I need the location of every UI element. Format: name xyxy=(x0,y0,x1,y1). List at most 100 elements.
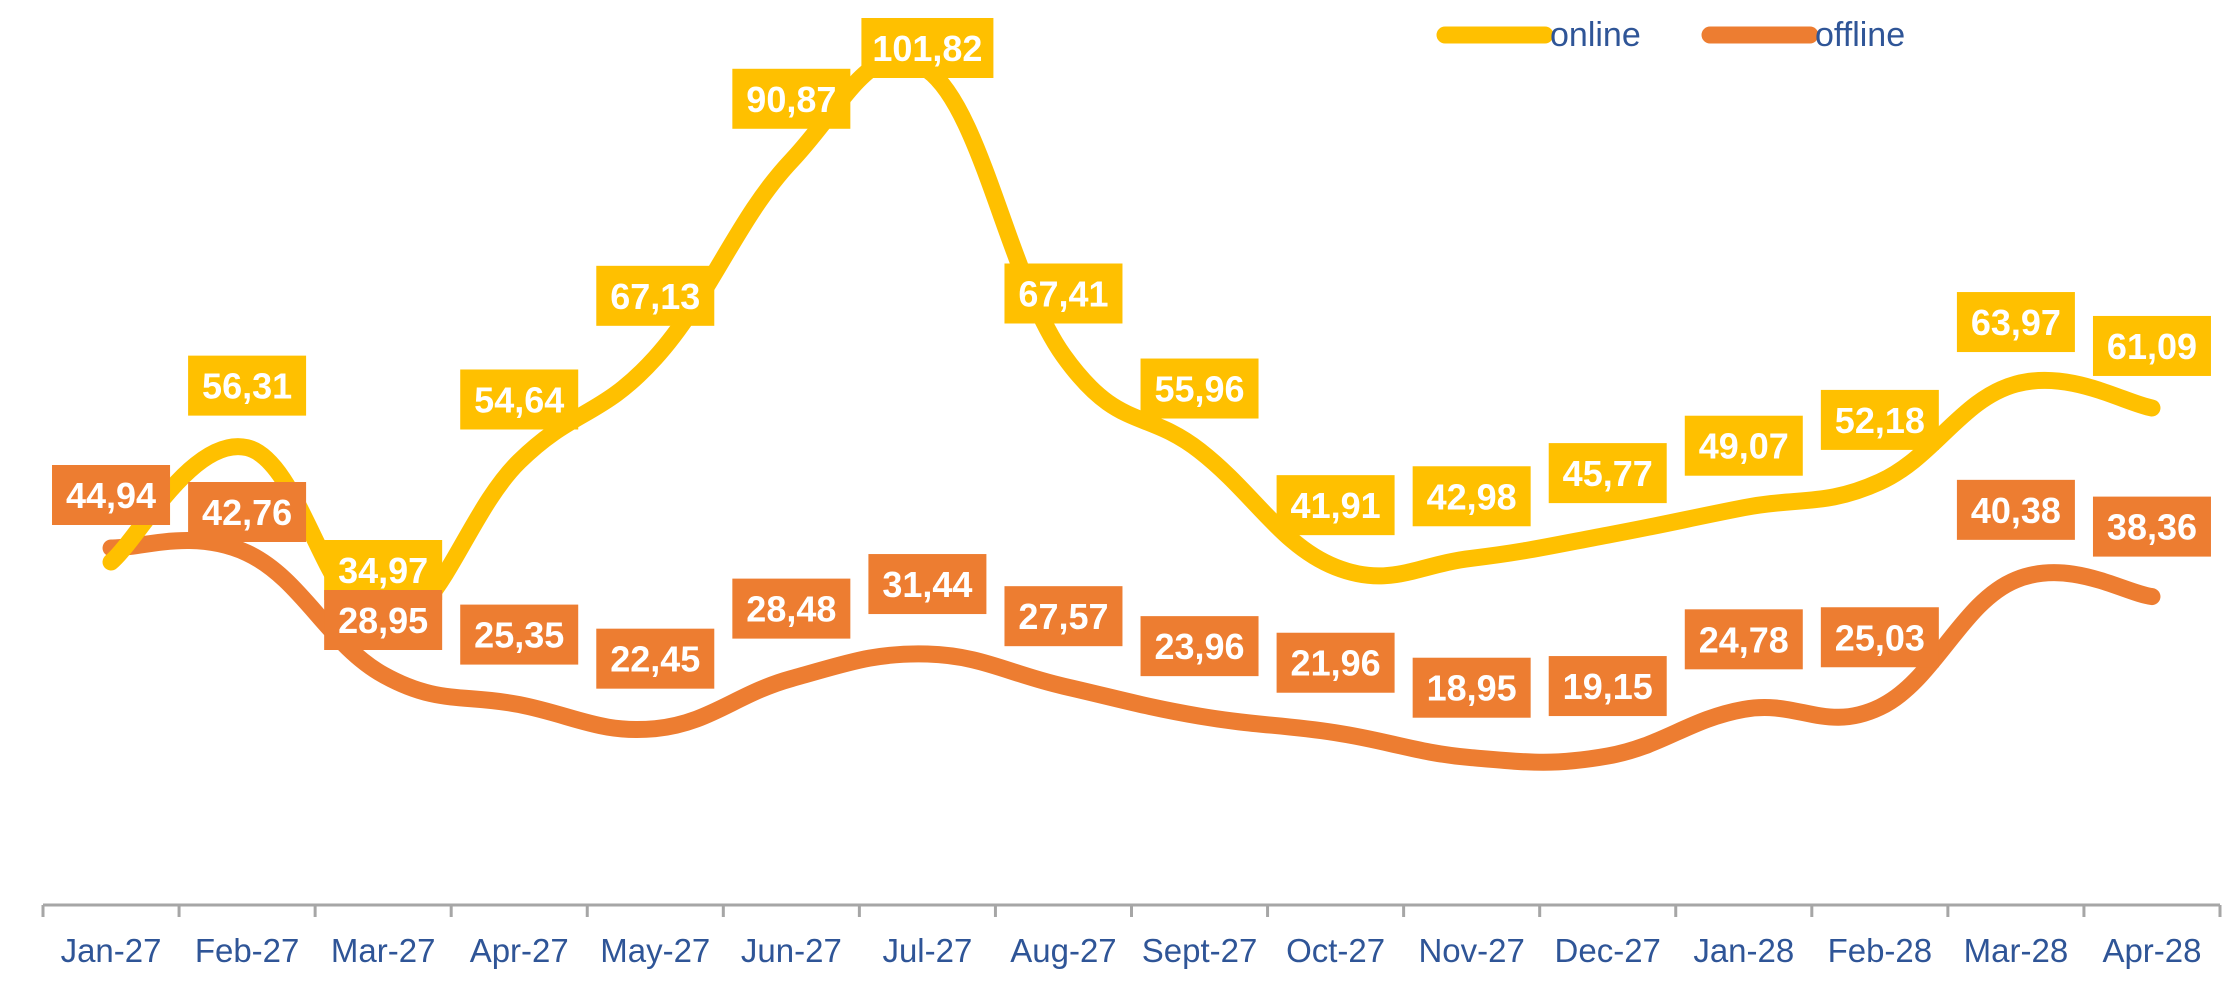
x-tick-label: Sept-27 xyxy=(1142,932,1258,969)
data-label-offline: 18,95 xyxy=(1412,657,1531,718)
data-label-box xyxy=(1820,389,1939,450)
data-label-text: 44,94 xyxy=(66,475,156,516)
data-label-box xyxy=(596,628,715,689)
data-label-text: 21,96 xyxy=(1291,643,1381,684)
data-label-offline: 28,48 xyxy=(732,578,851,639)
data-label-box xyxy=(1140,358,1259,419)
data-label-online: 55,96 xyxy=(1140,358,1259,419)
data-label-text: 18,95 xyxy=(1427,668,1517,709)
x-tick-label: Dec-27 xyxy=(1555,932,1661,969)
data-label-text: 22,45 xyxy=(610,639,700,680)
data-label-offline: 25,35 xyxy=(460,604,579,665)
x-tick-label: May-27 xyxy=(600,932,710,969)
legend: online offline xyxy=(1436,16,1905,54)
data-label-text: 28,95 xyxy=(338,600,428,641)
data-label-text: 56,31 xyxy=(202,366,292,407)
data-label-offline: 19,15 xyxy=(1548,656,1667,717)
data-label-text: 42,98 xyxy=(1427,476,1517,517)
data-label-text: 54,64 xyxy=(474,379,564,420)
legend-item-offline: offline xyxy=(1701,16,1905,54)
x-tick-label: Jan-27 xyxy=(61,932,162,969)
x-tick-label: Feb-27 xyxy=(195,932,300,969)
data-label-text: 31,44 xyxy=(882,564,972,605)
data-label-offline: 38,36 xyxy=(2092,496,2211,557)
data-label-text: 40,38 xyxy=(1971,490,2061,531)
x-tick-label: Jun-27 xyxy=(741,932,842,969)
data-label-online: 54,64 xyxy=(460,369,579,430)
data-label-online: 42,98 xyxy=(1412,466,1531,527)
data-label-box xyxy=(1276,475,1395,536)
series-line-online xyxy=(102,50,2161,634)
data-label-box xyxy=(188,482,307,542)
data-label-offline: 28,95 xyxy=(324,590,443,650)
data-label-online: 67,41 xyxy=(1004,263,1123,324)
data-label-text: 67,13 xyxy=(610,276,700,317)
data-label-text: 25,03 xyxy=(1835,617,1925,658)
data-label-box xyxy=(1004,263,1123,324)
data-label-text: 49,07 xyxy=(1699,426,1789,467)
data-label-offline: 24,78 xyxy=(1684,609,1803,670)
data-label-box xyxy=(1548,443,1667,504)
data-label-box xyxy=(52,465,171,525)
data-label-online: 101,82 xyxy=(861,18,994,78)
data-label-box xyxy=(460,369,579,430)
data-label-box xyxy=(1548,656,1667,717)
x-tick-label: Jul-27 xyxy=(882,932,972,969)
series-line-offline xyxy=(102,532,2161,771)
data-label-box xyxy=(188,355,307,416)
data-label-text: 23,96 xyxy=(1154,626,1244,667)
data-label-offline: 27,57 xyxy=(1004,586,1123,647)
data-label-online: 61,09 xyxy=(2092,315,2211,376)
data-label-text: 42,76 xyxy=(202,492,292,533)
x-tick-label: Nov-27 xyxy=(1418,932,1524,969)
data-label-box xyxy=(861,18,994,78)
data-label-offline: 21,96 xyxy=(1276,632,1395,693)
data-label-text: 63,97 xyxy=(1971,302,2061,343)
data-label-box xyxy=(1276,632,1395,693)
data-label-text: 55,96 xyxy=(1154,369,1244,410)
data-label-box xyxy=(732,68,851,129)
data-label-offline: 22,45 xyxy=(596,628,715,689)
data-label-text: 24,78 xyxy=(1699,619,1789,660)
data-label-offline: 25,03 xyxy=(1820,607,1939,668)
x-tick-label: Apr-27 xyxy=(470,932,569,969)
data-label-online: 56,31 xyxy=(188,355,307,416)
data-labels: 44,94 56,31 34,97 54,64 67,13 90,87 101,82 67,4… xyxy=(52,18,2211,718)
x-tick-label: Mar-27 xyxy=(331,932,436,969)
data-label-text: 52,18 xyxy=(1835,400,1925,441)
data-label-text: 34,97 xyxy=(338,550,428,591)
x-tick-label: Oct-27 xyxy=(1286,932,1385,969)
data-label-online: 45,77 xyxy=(1548,443,1667,504)
legend-label: offline xyxy=(1815,16,1905,54)
data-label-text: 19,15 xyxy=(1563,666,1653,707)
data-label-text: 38,36 xyxy=(2107,507,2197,548)
data-label-box xyxy=(1956,292,2075,353)
data-label-text: 25,35 xyxy=(474,615,564,656)
data-label-offline: 42,76 xyxy=(188,482,307,542)
data-label-box xyxy=(324,590,443,650)
data-label-box xyxy=(1684,609,1803,670)
data-label-text: 45,77 xyxy=(1563,453,1653,494)
x-axis: Jan-27 Feb-27 Mar-27 Apr-27 May-27 Jun-27 Jul-… xyxy=(41,903,2222,969)
data-label-offline: 23,96 xyxy=(1140,616,1259,677)
data-label-text: 90,87 xyxy=(746,79,836,120)
data-label-offline: 44,94 xyxy=(52,465,171,525)
data-label-offline: 31,44 xyxy=(868,554,987,615)
data-label-online: 41,91 xyxy=(1276,475,1395,536)
x-tick-label: Feb-28 xyxy=(1828,932,1933,969)
data-label-box xyxy=(1684,415,1803,476)
data-label-online: 49,07 xyxy=(1684,415,1803,476)
x-tick-label: Mar-28 xyxy=(1964,932,2069,969)
data-label-box xyxy=(1004,586,1123,647)
x-tick-label: Aug-27 xyxy=(1010,932,1116,969)
legend-item-online: online xyxy=(1436,16,1641,54)
data-label-online: 52,18 xyxy=(1820,389,1939,450)
data-label-text: 61,09 xyxy=(2107,326,2197,367)
data-label-box xyxy=(2092,315,2211,376)
x-tick-label: Jan-28 xyxy=(1693,932,1794,969)
data-label-box xyxy=(596,265,715,326)
data-label-text: 41,91 xyxy=(1291,485,1381,526)
data-label-online: 90,87 xyxy=(732,68,851,129)
data-label-box xyxy=(1820,607,1939,668)
